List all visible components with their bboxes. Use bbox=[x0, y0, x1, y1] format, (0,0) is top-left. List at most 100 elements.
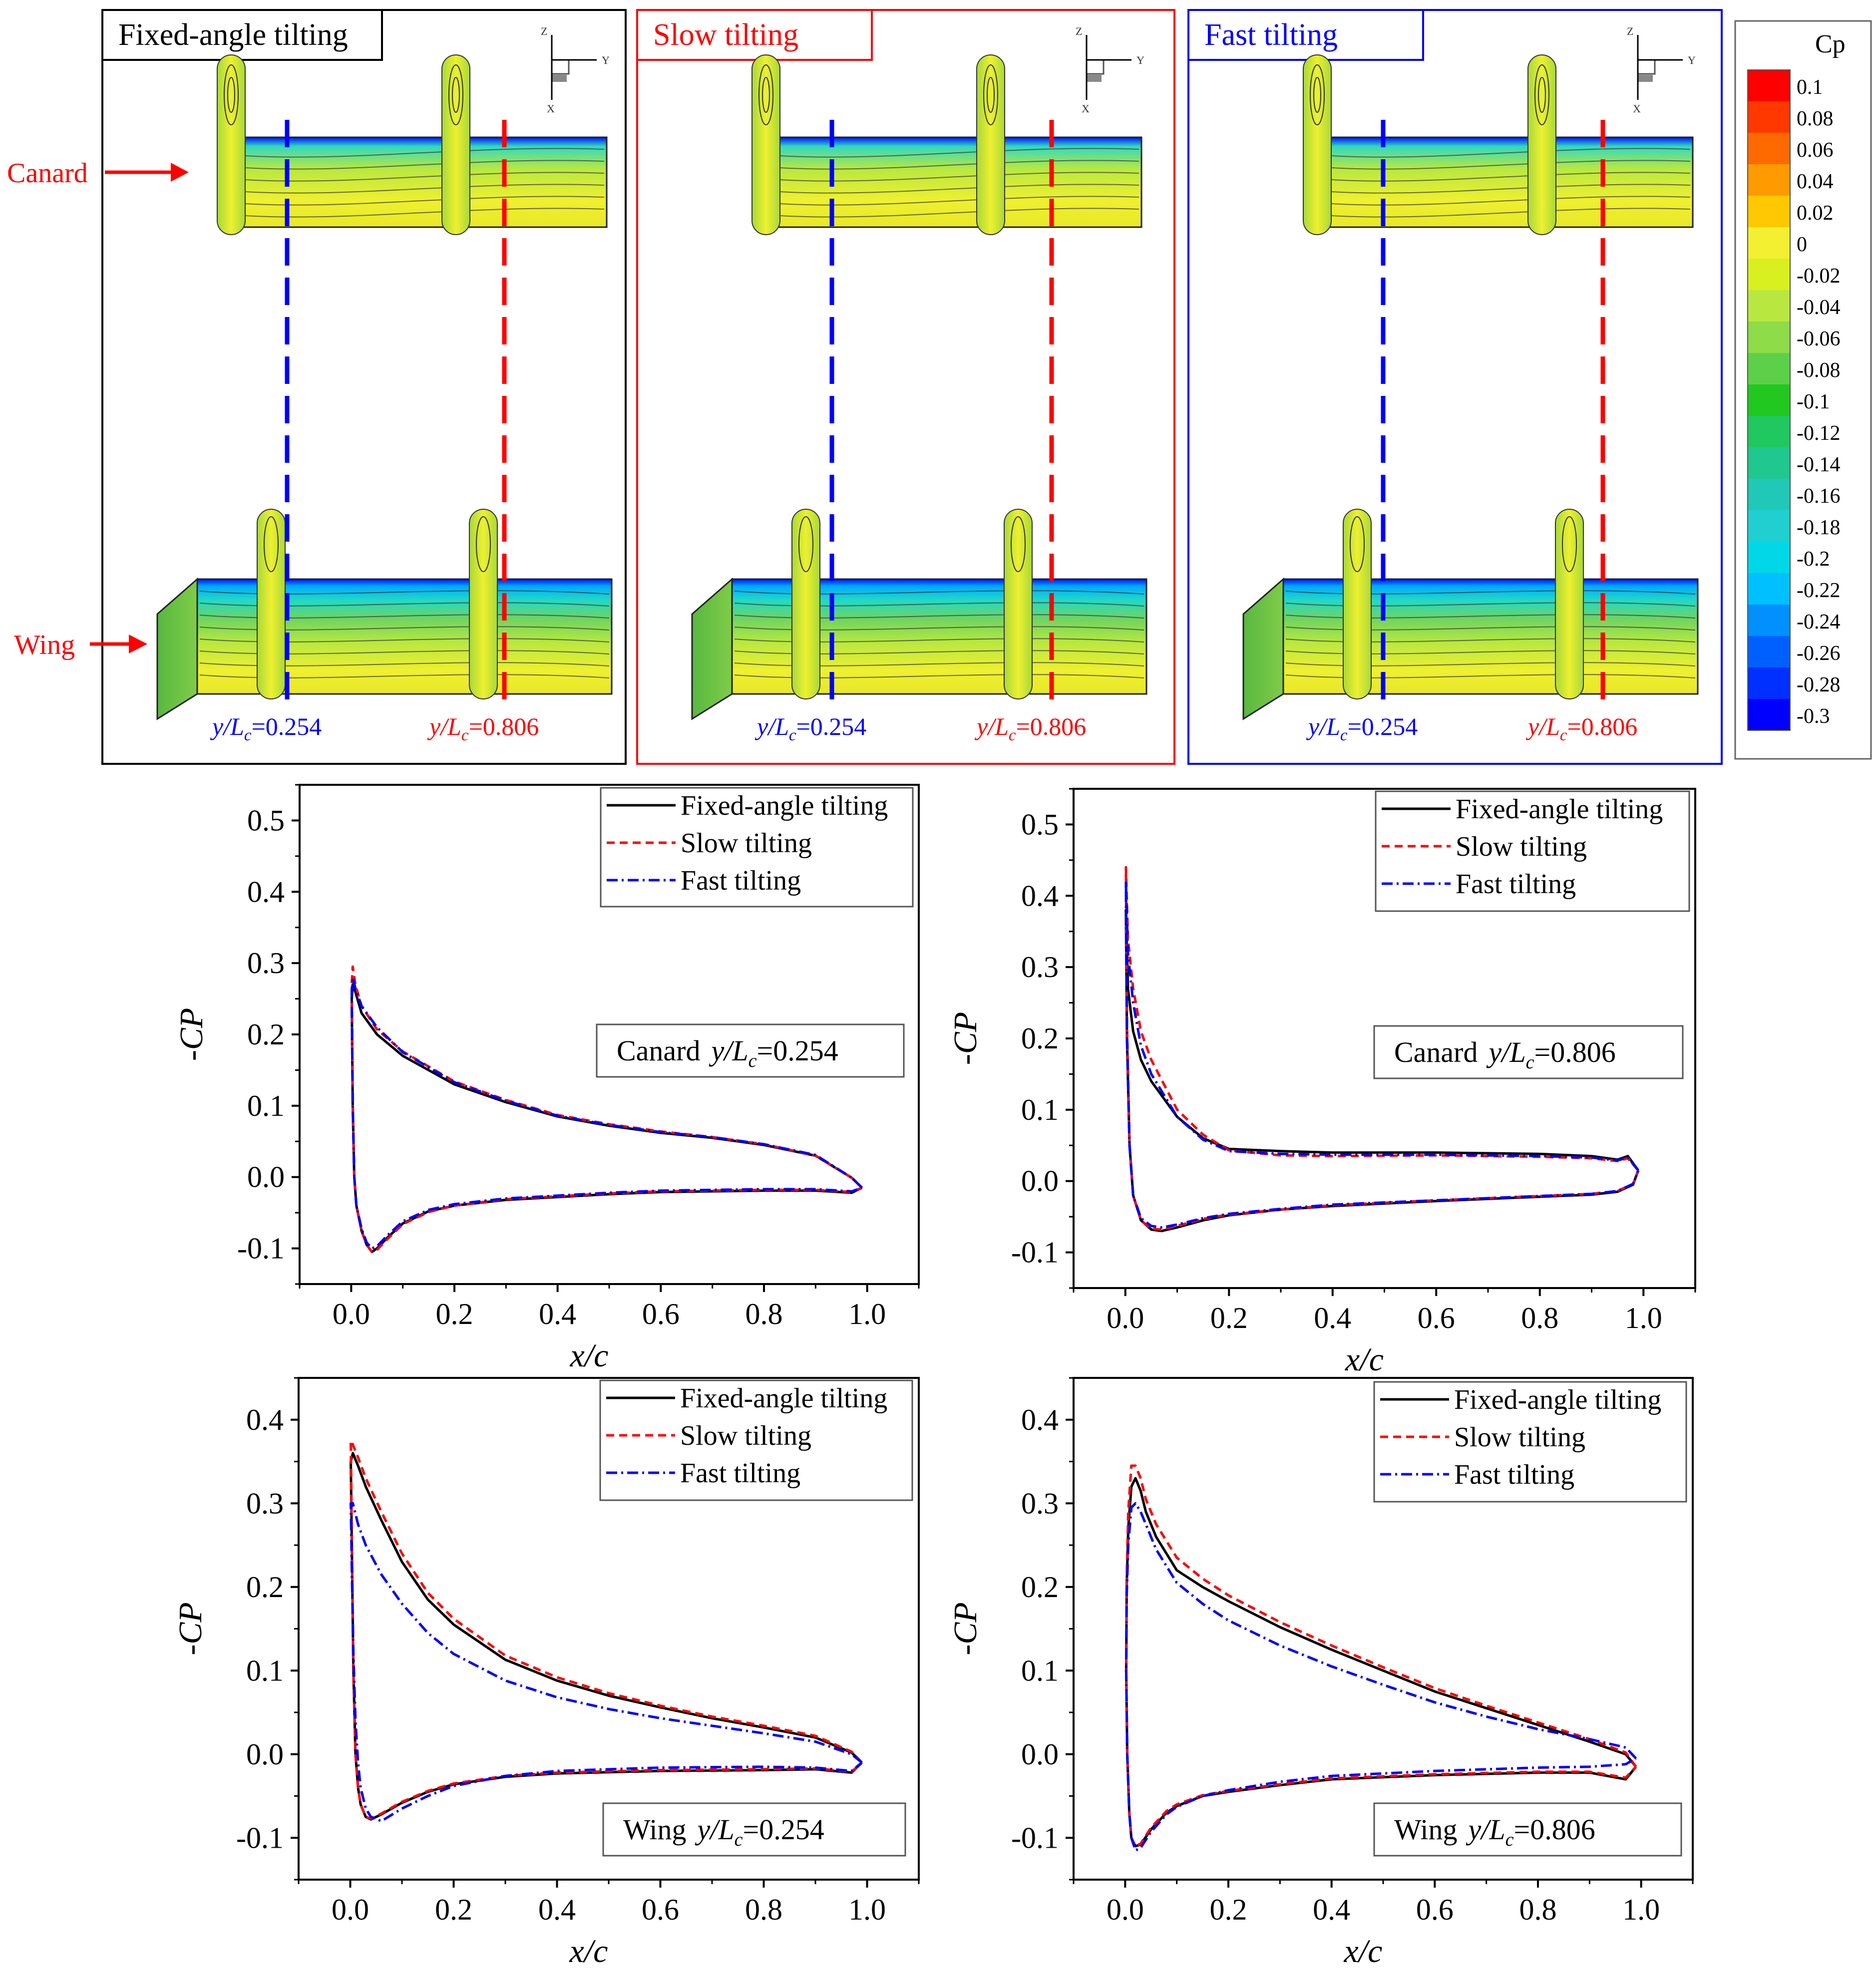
x-tick-label: 0.4 bbox=[1313, 1893, 1350, 1926]
wing-surface bbox=[156, 509, 613, 720]
x-axis-label: x/c bbox=[570, 1337, 609, 1374]
colorbar-tick-label: 0.06 bbox=[1797, 139, 1834, 162]
case-box bbox=[602, 1802, 906, 1857]
wing-pod bbox=[1343, 509, 1372, 699]
x-tick-label: 0.6 bbox=[642, 1893, 679, 1926]
colorbar-swatch bbox=[1748, 699, 1790, 730]
case-label: Canard y/Lc=0.254 bbox=[617, 1034, 838, 1071]
x-tick-label: 0.6 bbox=[1416, 1893, 1454, 1926]
y-tick-label: 0.2 bbox=[1021, 1571, 1059, 1604]
wing-pod bbox=[1555, 509, 1584, 699]
y-tick-label: 0.3 bbox=[1021, 1487, 1059, 1520]
wing-pod bbox=[791, 509, 820, 699]
canard-pod bbox=[976, 54, 1005, 235]
colorbar-title: Cp bbox=[1815, 30, 1846, 58]
panel-frame bbox=[636, 9, 1175, 765]
legend-box bbox=[1373, 1381, 1687, 1503]
x-tick-label: 1.0 bbox=[1625, 1302, 1662, 1334]
y-axis-label: -CP bbox=[947, 1012, 984, 1065]
legend-entry: Fast tilting bbox=[681, 865, 801, 896]
legend-entry: Fixed-angle tilting bbox=[681, 790, 888, 821]
wing-pod bbox=[257, 509, 286, 699]
canard-pod bbox=[217, 54, 246, 235]
y-axis-label: -CP bbox=[173, 1008, 210, 1061]
section-label-blue: y/Lc=0.254 bbox=[754, 712, 866, 744]
colorbar-tick-label: -0.06 bbox=[1797, 328, 1841, 350]
contour-panel-slow: Slow tilting Z Y Xy/Lc=0.254 y/Lc=0.806 bbox=[636, 9, 1175, 765]
legend-entry: Slow tilting bbox=[681, 828, 812, 859]
colorbar-swatch bbox=[1748, 164, 1790, 196]
canard-arrowhead bbox=[171, 163, 189, 182]
panel-title-box bbox=[1187, 9, 1424, 61]
y-tick-label: 0.4 bbox=[1021, 879, 1059, 912]
x-tick-label: 0.8 bbox=[1519, 1893, 1557, 1926]
cp-chart-4: 0.0 0.2 0.4 0.6 0.8 1.0 -0.1 0.0 0.1 0.2 0.3 0.4 x/c… bbox=[947, 1377, 1694, 1970]
y-tick-label: 0.2 bbox=[1021, 1022, 1059, 1055]
x-tick-label: 1.0 bbox=[1622, 1893, 1660, 1926]
legend: Fixed-angle tilting Slow tilting Fast tilt… bbox=[1373, 1381, 1687, 1503]
colorbar-swatch bbox=[1748, 636, 1790, 667]
panel-frame bbox=[1187, 9, 1723, 765]
legend-entry: Fast tilting bbox=[680, 1458, 800, 1489]
section-label-blue: y/Lc=0.254 bbox=[1306, 712, 1418, 744]
y-tick-label: 0.1 bbox=[247, 1089, 285, 1122]
y-tick-label: 0.3 bbox=[1021, 951, 1059, 984]
colorbar-tick-label: 0.08 bbox=[1797, 107, 1834, 130]
wing-label: Wing bbox=[14, 630, 75, 660]
legend-entry: Slow tilting bbox=[680, 1420, 811, 1451]
colorbar-tick-label: -0.24 bbox=[1797, 611, 1841, 634]
canard-surface bbox=[751, 54, 1142, 235]
colorbar-swatch bbox=[1748, 196, 1790, 227]
colorbar-tick-label: -0.04 bbox=[1797, 296, 1841, 319]
y-tick-label: 0.1 bbox=[246, 1654, 284, 1687]
y-tick-label: 0.4 bbox=[246, 1403, 284, 1436]
colorbar-tick-label: -0.12 bbox=[1797, 422, 1841, 445]
x-axis-label: x/c bbox=[1344, 1933, 1383, 1970]
colorbar-swatch bbox=[1748, 542, 1790, 573]
svg-text:Z: Z bbox=[1076, 25, 1082, 37]
series-line-fast bbox=[1125, 1502, 1637, 1852]
svg-text:Y: Y bbox=[1688, 54, 1696, 66]
y-axis-label: -CP bbox=[172, 1602, 209, 1655]
colorbar-tick-label: -0.28 bbox=[1797, 673, 1841, 696]
x-tick-label: 0.4 bbox=[1314, 1302, 1351, 1334]
colorbar-swatch bbox=[1748, 133, 1790, 164]
cp-chart-3: 0.0 0.2 0.4 0.6 0.8 1.0 -0.1 0.0 0.1 0.2 0.3 0.4 x/c… bbox=[172, 1377, 920, 1970]
x-tick-label: 0.4 bbox=[538, 1893, 576, 1926]
y-tick-label: 0.3 bbox=[246, 1487, 284, 1520]
legend-entry: Slow tilting bbox=[1454, 1422, 1585, 1453]
legend: Fixed-angle tilting Slow tilting Fast tilt… bbox=[1375, 790, 1690, 912]
y-tick-label: 0.2 bbox=[246, 1571, 284, 1604]
svg-text:X: X bbox=[1633, 102, 1641, 115]
x-axis-label: x/c bbox=[569, 1933, 608, 1970]
y-tick-label: 0.4 bbox=[1021, 1403, 1059, 1436]
colorbar-tick-label: -0.18 bbox=[1797, 516, 1841, 539]
panel-title: Fast tilting bbox=[1204, 18, 1338, 52]
y-tick-label: -0.1 bbox=[1011, 1236, 1059, 1269]
x-tick-label: 0.8 bbox=[746, 1298, 783, 1330]
x-tick-label: 0.0 bbox=[1107, 1302, 1144, 1334]
wing-root-face bbox=[691, 577, 733, 720]
svg-text:X: X bbox=[547, 102, 555, 115]
legend-box bbox=[599, 1379, 913, 1501]
colorbar-swatch bbox=[1748, 70, 1790, 101]
colorbar-tick-label: 0.02 bbox=[1797, 202, 1834, 225]
legend-entry: Fixed-angle tilting bbox=[1454, 1384, 1661, 1415]
y-tick-label: -0.1 bbox=[237, 1232, 285, 1265]
canard-surface bbox=[1303, 54, 1694, 235]
contour-panel-fixed: Fixed-angle tilting Z Y Xy/Lc=0.254 y/Lc=0.8… bbox=[101, 9, 627, 765]
colorbar-tick-label: -0.26 bbox=[1797, 642, 1841, 665]
legend-box bbox=[1375, 790, 1690, 912]
series-line-slow bbox=[1125, 1464, 1637, 1848]
y-tick-label: 0.5 bbox=[247, 804, 285, 837]
x-axis-label: x/c bbox=[1345, 1341, 1384, 1378]
case-box bbox=[596, 1023, 905, 1078]
y-tick-label: 0.4 bbox=[247, 875, 285, 908]
canard-label: Canard bbox=[7, 158, 88, 189]
section-label-blue: y/Lc=0.254 bbox=[210, 712, 322, 744]
panel-title: Fixed-angle tilting bbox=[118, 18, 348, 52]
case-box bbox=[1373, 1802, 1682, 1857]
y-tick-label: 0.0 bbox=[1021, 1738, 1059, 1771]
colorbar-tick-label: -0.02 bbox=[1797, 265, 1841, 288]
